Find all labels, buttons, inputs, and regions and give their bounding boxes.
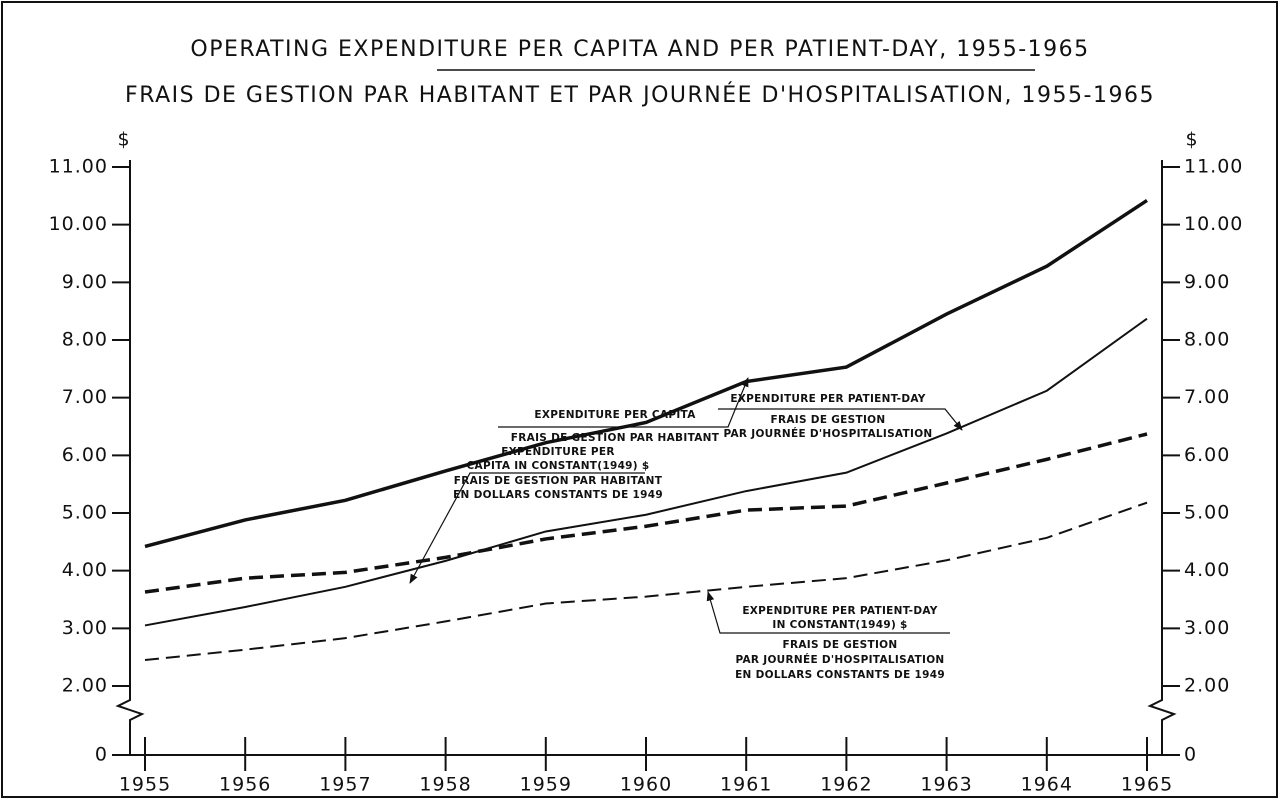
x-tick-label: 1963 <box>920 774 972 796</box>
x-tick-label: 1957 <box>319 774 371 796</box>
y2-tick-label: 11.00 <box>1184 156 1243 178</box>
series-line <box>144 501 1148 662</box>
label-arrow <box>718 408 963 431</box>
y-tick-label: 11.00 <box>49 156 108 178</box>
x-tick-label: 1959 <box>520 774 572 796</box>
series-label: IN CONSTANT(1949) $ <box>772 619 907 631</box>
series-label: EXPENDITURE PER <box>501 446 615 458</box>
y2-tick-label: 10.00 <box>1184 213 1243 235</box>
label-arrow <box>706 591 950 634</box>
y-tick-label: 3.00 <box>62 617 108 639</box>
axes <box>115 160 1177 756</box>
y2-tick-label: 4.00 <box>1184 559 1230 581</box>
series-label: FRAIS DE GESTION <box>771 414 886 426</box>
x-tick-label: 1961 <box>720 774 772 796</box>
y-axis-label: $ <box>117 129 130 151</box>
y-tick-label: 8.00 <box>62 329 108 351</box>
y2-axis-label: $ <box>1185 129 1198 151</box>
y-tick-label: 4.00 <box>62 559 108 581</box>
series-label: PAR JOURNÉE D'HOSPITALISATION <box>735 653 944 666</box>
y2-tick-label: 6.00 <box>1184 444 1230 466</box>
x-tick-label: 1960 <box>620 774 672 796</box>
y-tick-label: 5.00 <box>62 502 108 524</box>
y2-tick-label: 2.00 <box>1184 675 1230 697</box>
label-arrow <box>498 377 749 428</box>
y2-tick-label: 9.00 <box>1184 271 1230 293</box>
series-line <box>144 317 1148 627</box>
series-label: FRAIS DE GESTION <box>783 639 898 651</box>
y-tick-label: 6.00 <box>62 444 108 466</box>
series-label: FRAIS DE GESTION PAR HABITANT <box>511 432 720 444</box>
x-tick-label: 1956 <box>219 774 271 796</box>
series-line <box>144 432 1148 594</box>
y2-tick-label: 7.00 <box>1184 386 1230 408</box>
y-tick-label: 9.00 <box>62 271 108 293</box>
y2-tick-label: 3.00 <box>1184 617 1230 639</box>
series-label: CAPITA IN CONSTANT(1949) $ <box>467 460 650 472</box>
y-tick-label: 0 <box>95 744 108 766</box>
series-label: EXPENDITURE PER PATIENT-DAY <box>730 393 925 405</box>
x-tick-label: 1964 <box>1021 774 1073 796</box>
x-tick-label: 1955 <box>119 774 171 796</box>
series-label: EXPENDITURE PER CAPITA <box>534 409 696 421</box>
x-tick-label: 1965 <box>1121 774 1173 796</box>
chart-title: OPERATING EXPENDITURE PER CAPITA AND PER… <box>190 37 1089 62</box>
y-tick-label: 10.00 <box>49 213 108 235</box>
label-arrow <box>409 472 645 584</box>
y-tick-label: 7.00 <box>62 386 108 408</box>
x-tick-label: 1958 <box>419 774 471 796</box>
y2-tick-label: 0 <box>1184 744 1197 766</box>
series-line <box>144 198 1148 549</box>
series-label: EN DOLLARS CONSTANTS DE 1949 <box>735 669 945 681</box>
series-label: EXPENDITURE PER PATIENT-DAY <box>742 605 937 617</box>
y-tick-label: 2.00 <box>62 675 108 697</box>
series-label: EN DOLLARS CONSTANTS DE 1949 <box>453 489 663 501</box>
y2-tick-label: 5.00 <box>1184 502 1230 524</box>
series-label: PAR JOURNÉE D'HOSPITALISATION <box>723 427 932 440</box>
x-tick-label: 1962 <box>820 774 872 796</box>
chart-subtitle: FRAIS DE GESTION PAR HABITANT ET PAR JOU… <box>125 82 1155 108</box>
y2-tick-label: 8.00 <box>1184 329 1230 351</box>
series-label: FRAIS DE GESTION PAR HABITANT <box>454 475 663 487</box>
